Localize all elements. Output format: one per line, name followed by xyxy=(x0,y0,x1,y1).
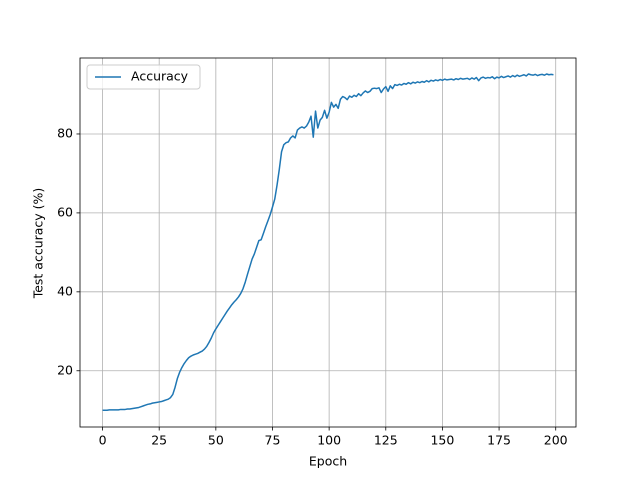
x-tick-label: 150 xyxy=(430,433,454,448)
plot-frame xyxy=(79,57,577,428)
y-tick-label: 60 xyxy=(57,204,73,219)
y-tick-label: 80 xyxy=(57,125,73,140)
x-tick-label: 75 xyxy=(265,433,281,448)
y-axis-label: Test accuracy (%) xyxy=(31,188,46,300)
x-tick-label: 25 xyxy=(151,433,167,448)
data-line xyxy=(102,73,554,411)
x-tick-label: 175 xyxy=(487,433,511,448)
x-axis-label: Epoch xyxy=(309,454,347,469)
x-tick-label: 100 xyxy=(317,433,341,448)
legend-box xyxy=(86,64,201,90)
x-tick-label: 0 xyxy=(99,433,107,448)
x-tick-label: 50 xyxy=(208,433,224,448)
y-tick-label: 40 xyxy=(57,283,73,298)
y-tick-label: 20 xyxy=(57,362,73,377)
x-tick-label: 200 xyxy=(544,433,568,448)
legend-label: Accuracy xyxy=(131,69,189,84)
x-tick-label: 125 xyxy=(374,433,398,448)
